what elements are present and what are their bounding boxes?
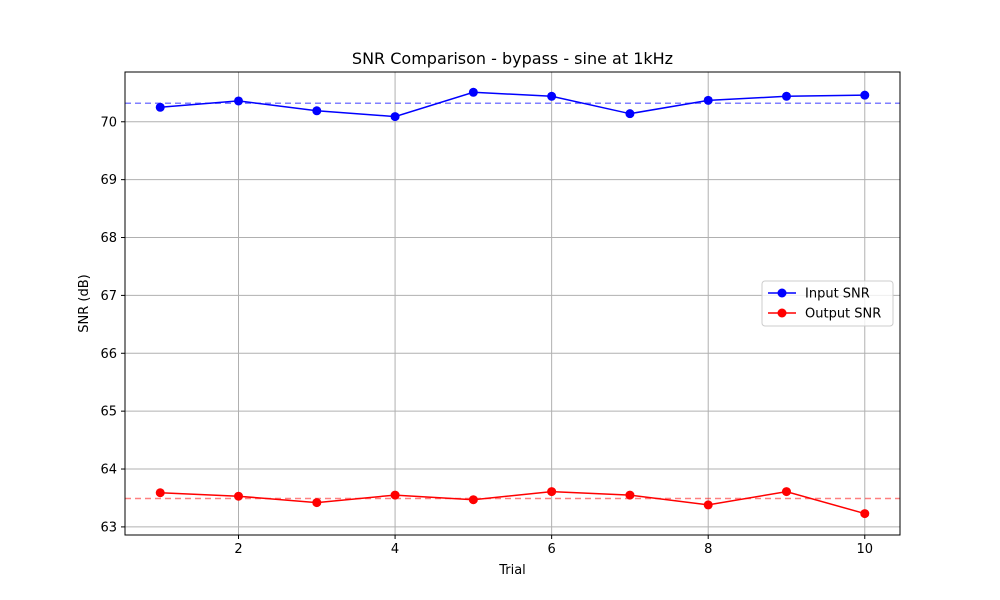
y-tick-label: 68 <box>100 231 117 246</box>
mean-lines-layer <box>125 102 900 500</box>
input-snr-point <box>155 102 165 112</box>
y-tick-label: 64 <box>100 463 117 478</box>
x-tick-label: 4 <box>391 542 399 557</box>
output-snr-point <box>860 509 870 519</box>
chart-title: SNR Comparison - bypass - sine at 1kHz <box>352 49 673 68</box>
y-tick-label: 63 <box>100 520 117 535</box>
output-snr-point <box>155 488 165 498</box>
output-snr-point <box>390 490 400 500</box>
input-snr-point <box>468 87 478 97</box>
legend-entry-input-snr: Input SNR <box>805 287 870 302</box>
x-axis-label: Trial <box>498 563 526 578</box>
x-tick-label: 2 <box>234 542 242 557</box>
x-tick-label: 10 <box>856 542 873 557</box>
input-snr-line <box>160 91 865 118</box>
input-snr-point <box>312 106 322 116</box>
output-snr-point <box>703 500 713 510</box>
x-tick-label: 8 <box>704 542 712 557</box>
series-layer <box>155 87 870 519</box>
legend: Input SNR Output SNR <box>761 280 894 327</box>
legend-entry-output-snr: Output SNR <box>805 307 881 322</box>
legend-marker-input <box>777 288 787 298</box>
y-tick-label: 65 <box>100 405 117 420</box>
y-axis-label: SNR (dB) <box>77 274 92 332</box>
input-snr-point <box>547 91 557 101</box>
output-snr-point <box>547 487 557 497</box>
plot-area-frame <box>124 71 901 536</box>
output-snr-point <box>781 487 791 497</box>
output-snr-point <box>468 495 478 505</box>
input-snr-point <box>234 96 244 106</box>
y-tick-label: 70 <box>100 115 117 130</box>
y-tick-label: 67 <box>100 289 117 304</box>
output-snr-point <box>234 491 244 501</box>
input-snr-point <box>860 90 870 100</box>
x-tick-label: 6 <box>548 542 556 557</box>
y-tick-label: 66 <box>100 347 117 362</box>
input-snr-point <box>625 109 635 119</box>
input-snr-point <box>390 112 400 122</box>
legend-marker-output <box>777 308 787 318</box>
y-tick-label: 69 <box>100 173 117 188</box>
input-snr-point <box>703 95 713 105</box>
output-snr-line <box>160 490 865 515</box>
output-snr-point <box>625 490 635 500</box>
output-snr-point <box>312 498 322 508</box>
input-snr-point <box>781 91 791 101</box>
